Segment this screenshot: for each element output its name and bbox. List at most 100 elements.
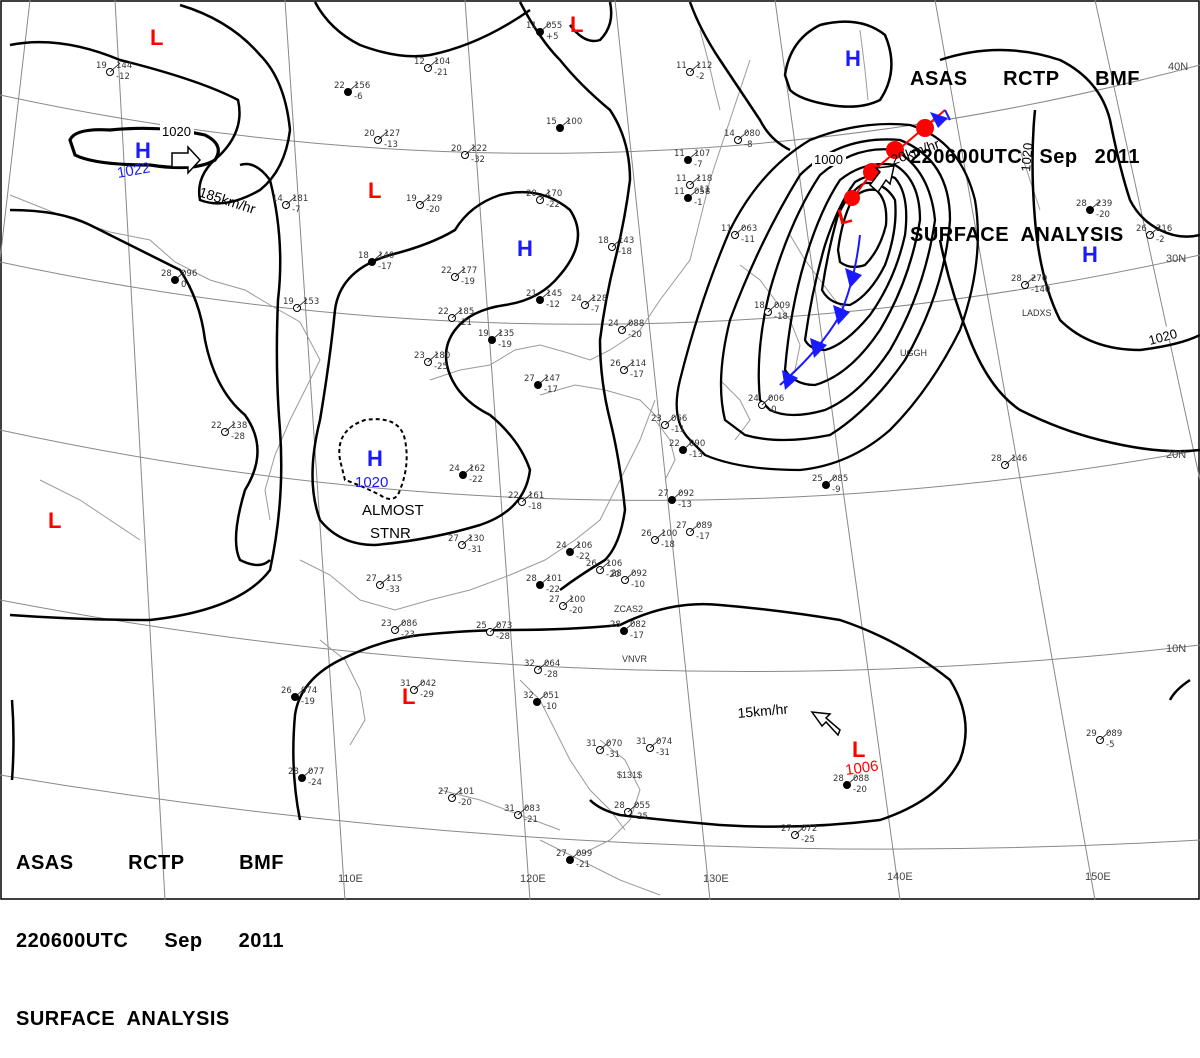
header-station: RCTP — [128, 850, 184, 876]
station-pressure: 077 — [308, 767, 324, 777]
station-tendency: -28 — [544, 670, 558, 680]
station-temp: 27 — [448, 534, 459, 544]
station-temp: 12 — [414, 57, 425, 67]
station-pressure: 153 — [303, 297, 319, 307]
station-pressure: 185 — [458, 307, 474, 317]
station-pressure: 129 — [426, 194, 442, 204]
station-tendency: -9 — [832, 485, 840, 495]
station-tendency: -0 — [768, 405, 776, 415]
station-pressure: 042 — [420, 679, 436, 689]
header-code: BMF — [1095, 66, 1140, 92]
station-pressure: 086 — [401, 619, 417, 629]
low-center-letter: L — [852, 737, 865, 762]
station-tendency: -13 — [678, 500, 692, 510]
station-temp: 23 — [414, 351, 425, 361]
lon-label: 140E — [887, 871, 913, 883]
station-tendency: -10 — [631, 580, 645, 590]
header-station: RCTP — [1003, 66, 1059, 92]
station-code: VNVR — [622, 654, 648, 664]
station-pressure: 135 — [498, 329, 514, 339]
coastline — [540, 385, 660, 420]
station-pressure: 216 — [1156, 224, 1172, 234]
station-pressure: 074 — [656, 737, 672, 747]
station-pressure: 127 — [384, 129, 400, 139]
coastline — [300, 400, 655, 610]
station-pressure: 144 — [116, 61, 132, 71]
station-code: $131$ — [617, 770, 642, 780]
station-temp: 27 — [658, 489, 669, 499]
station-temp: 18 — [754, 301, 765, 311]
station-pressure: 162 — [469, 464, 485, 474]
coastline — [720, 380, 750, 440]
station-pressure: 055 — [634, 801, 650, 811]
station-temp: 28 — [614, 801, 625, 811]
station-temp: 11 — [674, 187, 685, 197]
station-temp: 27 — [556, 849, 567, 859]
low-center-letter: L — [835, 202, 854, 230]
header-time: 220600UTC — [910, 144, 1022, 170]
low-center-letter: L — [570, 12, 583, 37]
station-pressure: 101 — [458, 787, 474, 797]
station-temp: 26 — [586, 559, 597, 569]
station-tendency: -25 — [801, 835, 815, 845]
lat-label: 10N — [1166, 643, 1186, 655]
station-temp: 24 — [748, 394, 759, 404]
station-temp: 20 — [526, 189, 537, 199]
station-pressure: 138 — [231, 421, 247, 431]
station-temp: 27 — [524, 374, 535, 384]
station-pressure: 096 — [181, 269, 197, 279]
station-pressure: 181 — [292, 194, 308, 204]
station-tendency: -21 — [524, 815, 538, 825]
station-temp: 26 — [641, 529, 652, 539]
station-tendency: -11 — [696, 185, 710, 195]
station-pressure: 104 — [434, 57, 450, 67]
station-tendency: -12 — [116, 72, 130, 82]
station-tendency: -22 — [546, 585, 560, 595]
station-temp: 22 — [334, 81, 345, 91]
station-temp: 28 — [526, 574, 537, 584]
station-tendency: -19 — [301, 697, 315, 707]
station-pressure: 118 — [696, 174, 712, 184]
lat-label: 30N — [1166, 253, 1186, 265]
station-temp: 18 — [358, 251, 369, 261]
header-line-1: ASAS RCTP BMF — [910, 66, 1140, 92]
station-temp: 29 — [1086, 729, 1097, 739]
station-temp: 26 — [281, 686, 292, 696]
header-line-3: SURFACE ANALYSIS — [910, 222, 1140, 248]
lon-label: 120E — [520, 873, 546, 885]
station-tendency: -17 — [378, 262, 392, 272]
station-tendency: -22 — [469, 475, 483, 485]
station-temp: 22 — [441, 266, 452, 276]
station-tendency: -18 — [661, 540, 675, 550]
station-tendency: -7 — [591, 305, 599, 315]
station-tendency: -10 — [543, 702, 557, 712]
station-tendency: -20 — [853, 785, 867, 795]
station-pressure: 063 — [741, 224, 757, 234]
station-tendency: -6 — [354, 92, 362, 102]
station-pressure: 147 — [544, 374, 560, 384]
header-year: 2011 — [239, 928, 284, 954]
station-tendency: -20 — [458, 798, 472, 808]
station-tendency: -13 — [384, 140, 398, 150]
station-pressure: 083 — [524, 804, 540, 814]
coastline — [860, 30, 868, 100]
station-temp: 27 — [676, 521, 687, 531]
station-temp: 22 — [669, 439, 680, 449]
